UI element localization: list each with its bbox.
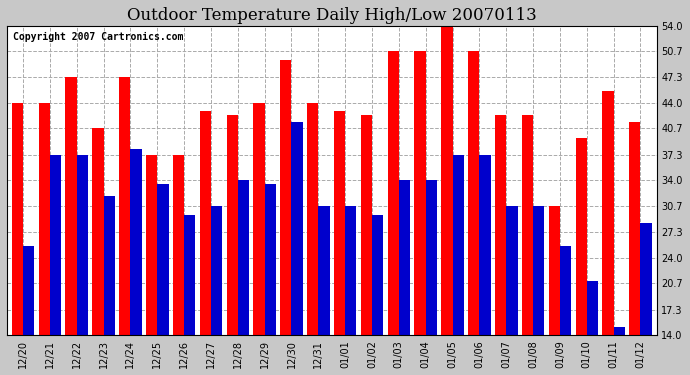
Bar — [92, 128, 104, 375]
Bar — [480, 155, 491, 375]
Bar — [361, 114, 372, 375]
Bar — [23, 246, 34, 375]
Bar — [130, 149, 141, 375]
Bar — [307, 103, 318, 375]
Bar — [291, 122, 303, 375]
Bar — [640, 223, 652, 375]
Bar — [522, 114, 533, 375]
Bar — [533, 206, 544, 375]
Bar — [50, 155, 61, 375]
Bar — [253, 103, 265, 375]
Bar — [39, 103, 50, 375]
Bar — [399, 180, 410, 375]
Bar — [613, 327, 625, 375]
Bar — [442, 26, 453, 375]
Bar — [77, 155, 88, 375]
Bar — [426, 180, 437, 375]
Bar — [415, 51, 426, 375]
Bar — [146, 155, 157, 375]
Bar — [495, 114, 506, 375]
Bar — [157, 184, 168, 375]
Bar — [280, 60, 291, 375]
Bar — [318, 206, 330, 375]
Bar — [265, 184, 276, 375]
Bar — [468, 51, 480, 375]
Bar — [66, 77, 77, 375]
Bar — [172, 155, 184, 375]
Bar — [238, 180, 249, 375]
Bar — [226, 114, 238, 375]
Bar — [549, 206, 560, 375]
Bar — [586, 281, 598, 375]
Bar — [104, 196, 115, 375]
Bar — [602, 91, 613, 375]
Bar — [506, 206, 518, 375]
Title: Outdoor Temperature Daily High/Low 20070113: Outdoor Temperature Daily High/Low 20070… — [127, 7, 537, 24]
Bar — [119, 77, 130, 375]
Bar — [211, 206, 222, 375]
Bar — [184, 215, 195, 375]
Bar — [629, 122, 640, 375]
Bar — [345, 206, 357, 375]
Bar — [372, 215, 384, 375]
Bar — [388, 51, 399, 375]
Bar — [560, 246, 571, 375]
Bar — [12, 103, 23, 375]
Bar — [334, 111, 345, 375]
Bar — [199, 111, 211, 375]
Bar — [575, 138, 586, 375]
Text: Copyright 2007 Cartronics.com: Copyright 2007 Cartronics.com — [13, 32, 184, 42]
Bar — [453, 155, 464, 375]
